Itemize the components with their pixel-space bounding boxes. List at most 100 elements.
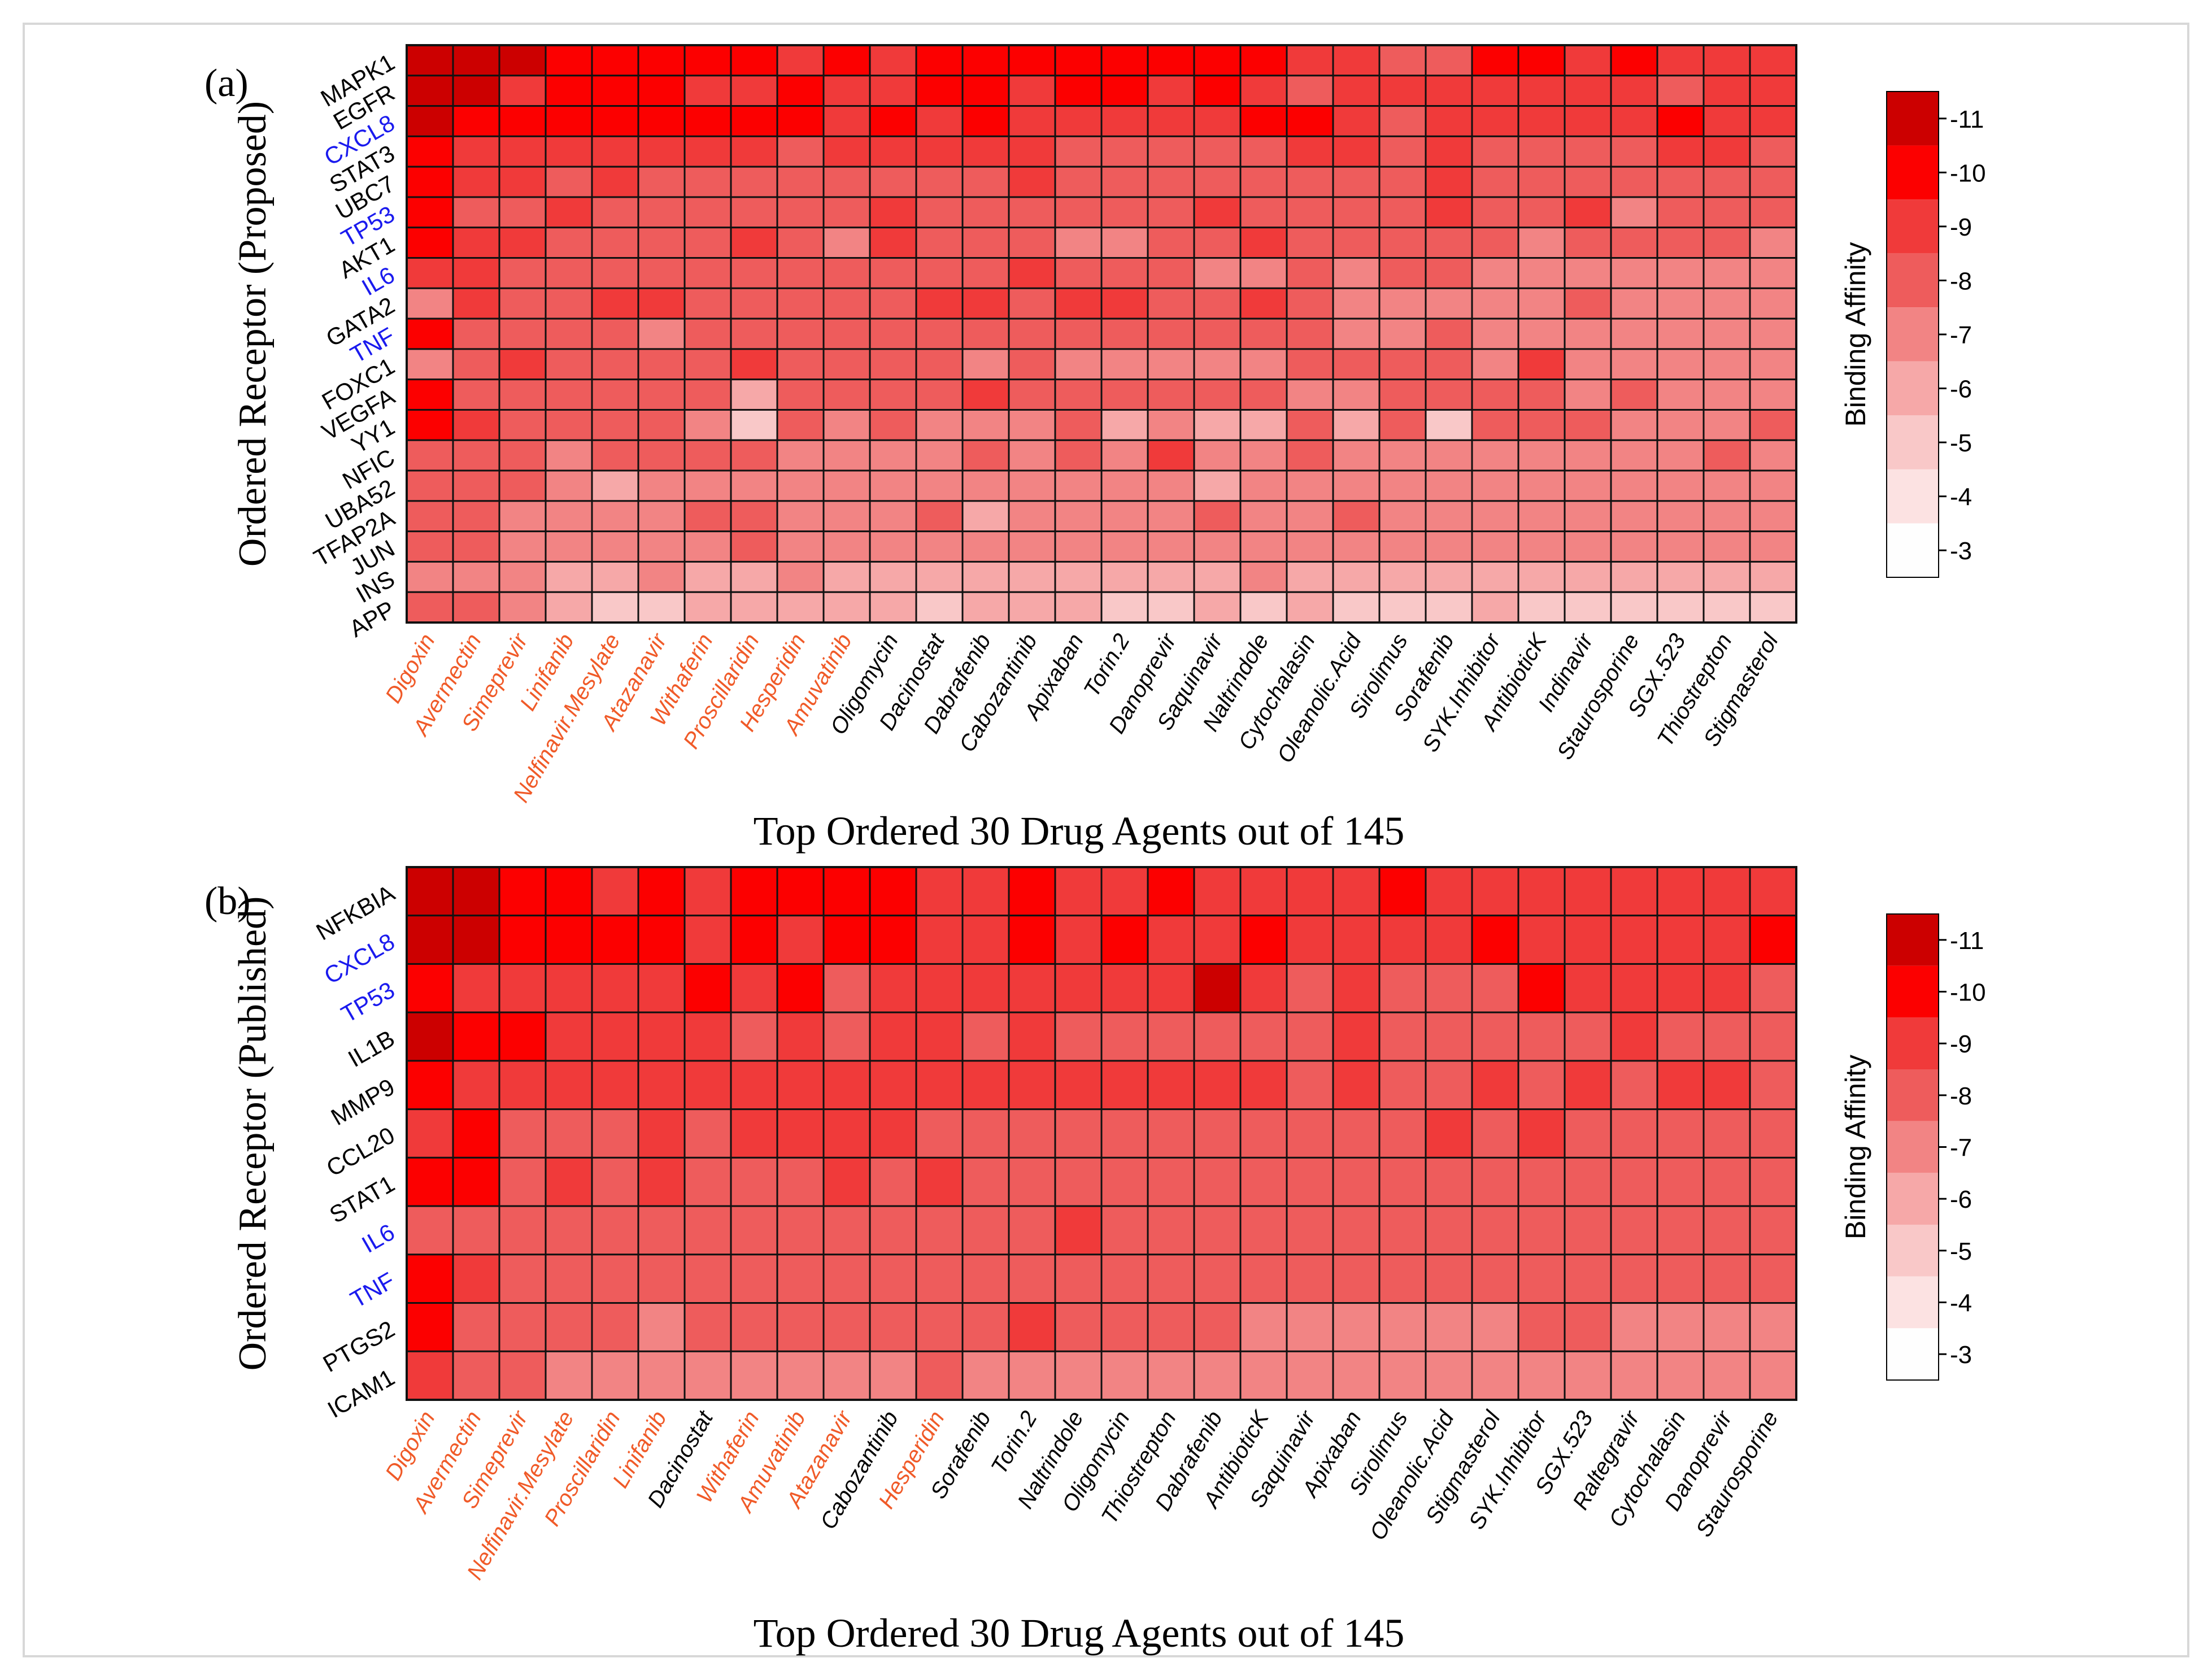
- heatmap-cell: [1564, 1254, 1612, 1304]
- heatmap-cell: [1425, 530, 1473, 563]
- heatmap-cell: [1100, 560, 1149, 593]
- heatmap-cell: [452, 257, 500, 289]
- heatmap-cell: [1378, 44, 1427, 77]
- heatmap-cell: [1610, 1060, 1658, 1111]
- heatmap-cell: [1702, 439, 1751, 472]
- heatmap-cell: [915, 1108, 964, 1159]
- heatmap-cell: [1702, 75, 1751, 107]
- colorbar-tick-label: -4: [1950, 484, 1972, 511]
- heatmap-cell: [1286, 257, 1334, 289]
- heatmap-cell: [1749, 1060, 1797, 1111]
- heatmap-cell: [776, 1302, 825, 1352]
- heatmap-cell: [1332, 915, 1381, 965]
- heatmap-cell: [1656, 348, 1705, 381]
- heatmap-cell: [1471, 1156, 1519, 1207]
- heatmap-cell: [1239, 915, 1288, 965]
- heatmap-cell: [683, 1350, 732, 1401]
- heatmap-cell: [1147, 530, 1195, 563]
- heatmap-cell: [683, 348, 732, 381]
- heatmap-cell: [1054, 348, 1103, 381]
- heatmap-cell: [822, 105, 871, 137]
- colorbar-tick-label: -4: [1950, 1290, 1972, 1317]
- heatmap-cell: [822, 257, 871, 289]
- heatmap-cell: [1425, 1254, 1473, 1304]
- colorbar-tick-label: -6: [1950, 376, 1972, 403]
- heatmap-cell: [683, 317, 732, 350]
- heatmap-cell: [1564, 44, 1612, 77]
- heatmap-cell: [1332, 1011, 1381, 1062]
- heatmap-cell: [545, 439, 593, 472]
- heatmap-cell: [1517, 1156, 1566, 1207]
- heatmap-cell: [1702, 1156, 1751, 1207]
- heatmap-cell: [591, 439, 639, 472]
- heatmap-cell: [545, 500, 593, 533]
- heatmap-cell: [1378, 75, 1427, 107]
- heatmap-cell: [1332, 408, 1381, 441]
- heatmap-cell: [545, 105, 593, 137]
- heatmap-cell: [545, 1205, 593, 1256]
- heatmap-cell: [915, 1254, 964, 1304]
- heatmap-cell: [822, 439, 871, 472]
- heatmap-cell: [822, 1205, 871, 1256]
- heatmap-cell: [1286, 1060, 1334, 1111]
- heatmap-cell: [961, 866, 1010, 917]
- heatmap-cell: [776, 866, 825, 917]
- heatmap-cell: [406, 915, 454, 965]
- heatmap-cell: [1471, 1254, 1519, 1304]
- heatmap-cell: [1656, 500, 1705, 533]
- heatmap-cell: [683, 1156, 732, 1207]
- heatmap-cell: [1008, 227, 1056, 259]
- heatmap-cell: [1564, 1011, 1612, 1062]
- heatmap-cell: [915, 105, 964, 137]
- heatmap-cell: [961, 591, 1010, 624]
- heatmap-cell: [1100, 1108, 1149, 1159]
- heatmap-cell: [1702, 257, 1751, 289]
- heatmap-cell: [637, 530, 686, 563]
- colorbar-segment: [1887, 92, 1939, 146]
- heatmap-cell: [869, 1011, 917, 1062]
- heatmap-cell: [1702, 469, 1751, 502]
- heatmap-cell: [591, 257, 639, 289]
- heatmap-cell: [1471, 317, 1519, 350]
- heatmap-cell: [1193, 469, 1242, 502]
- heatmap-cell: [961, 1011, 1010, 1062]
- heatmap-cell: [1008, 196, 1056, 229]
- heatmap-cell: [452, 1302, 500, 1352]
- colorbar-border: [1886, 91, 1939, 578]
- heatmap-cell: [822, 469, 871, 502]
- heatmap-cell: [822, 1156, 871, 1207]
- heatmap-cell: [1193, 915, 1242, 965]
- colorbar-segment: [1887, 1225, 1939, 1277]
- heatmap-cell: [406, 439, 454, 472]
- heatmap-cell: [683, 963, 732, 1013]
- heatmap-cell: [1193, 227, 1242, 259]
- heatmap-cell: [1425, 1011, 1473, 1062]
- heatmap-cell: [1147, 1156, 1195, 1207]
- heatmap-cell: [498, 963, 547, 1013]
- heatmap-cell: [1147, 317, 1195, 350]
- heatmap-cell: [1564, 287, 1612, 320]
- heatmap-cell: [1471, 1350, 1519, 1401]
- heatmap-cell: [869, 408, 917, 441]
- heatmap-cell: [1378, 196, 1427, 229]
- heatmap-cell: [1749, 105, 1797, 137]
- heatmap-cell: [869, 257, 917, 289]
- heatmap-cell: [776, 135, 825, 168]
- heatmap-cell: [545, 135, 593, 168]
- heatmap-cell: [452, 166, 500, 198]
- heatmap-cell: [915, 866, 964, 917]
- colorbar-tick-label: -5: [1950, 429, 1972, 457]
- heatmap-cell: [915, 408, 964, 441]
- heatmap-cell: [591, 135, 639, 168]
- heatmap-cell: [1286, 1254, 1334, 1304]
- heatmap-cell: [1193, 44, 1242, 77]
- heatmap-cell: [915, 439, 964, 472]
- heatmap-cell: [1286, 166, 1334, 198]
- heatmap-cell: [637, 348, 686, 381]
- heatmap-cell: [1471, 560, 1519, 593]
- colorbar-border: [1886, 913, 1939, 1381]
- heatmap-cell: [1100, 1205, 1149, 1256]
- heatmap-cell: [1656, 135, 1705, 168]
- heatmap-cell: [637, 287, 686, 320]
- heatmap-cell: [637, 378, 686, 411]
